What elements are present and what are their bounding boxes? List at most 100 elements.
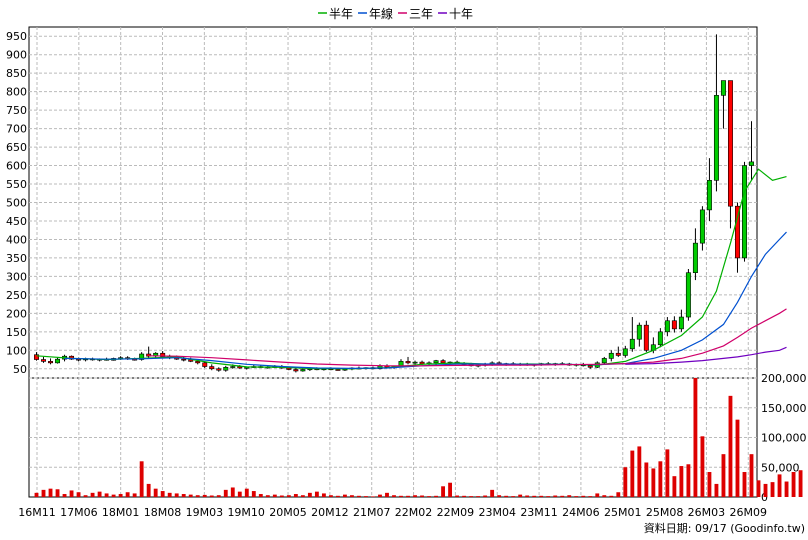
volume-bar xyxy=(174,493,179,497)
volume-tick-label: 0 xyxy=(761,491,768,504)
candlestick xyxy=(48,358,53,365)
volume-bar xyxy=(665,449,670,497)
price-tick-label: 100 xyxy=(6,344,27,357)
volume-bar xyxy=(34,492,39,497)
volume-bar xyxy=(462,495,467,497)
candlestick xyxy=(69,355,75,360)
volume-bar xyxy=(357,495,361,497)
volume-bar xyxy=(139,461,144,497)
ma-line-半年 xyxy=(36,168,787,370)
candlestick xyxy=(216,367,222,372)
candlestick xyxy=(615,346,621,357)
volume-bar xyxy=(364,496,368,497)
legend-item: 年線 xyxy=(358,6,393,21)
candlestick xyxy=(412,360,418,366)
x-tick-label: 18M01 xyxy=(102,506,140,519)
price-tick-label: 350 xyxy=(6,252,27,265)
price-tick-label: 500 xyxy=(6,197,27,210)
volume-bar xyxy=(679,466,684,497)
volume-bar xyxy=(763,483,768,497)
volume-bar xyxy=(181,494,186,497)
volume-bar xyxy=(742,472,747,497)
volume-bar xyxy=(279,495,284,497)
volume-bar xyxy=(97,491,102,497)
footer-date: 資料日期: 09/17 (Goodinfo.tw) xyxy=(644,521,805,535)
volume-bar xyxy=(399,495,403,497)
volume-bar xyxy=(658,461,663,497)
candlestick xyxy=(636,322,642,347)
volume-bar xyxy=(777,474,782,497)
x-tick-label: 20M05 xyxy=(269,506,307,519)
price-tick-label: 550 xyxy=(6,178,27,191)
volume-bar xyxy=(581,495,586,497)
volume-bar xyxy=(791,472,796,497)
price-tick-label: 650 xyxy=(6,141,27,154)
volume-tick-label: 100,000 xyxy=(761,432,807,445)
volume-bar xyxy=(497,495,502,497)
legend-label: 三年 xyxy=(409,7,433,21)
volume-bar xyxy=(532,495,537,497)
volume-bar xyxy=(90,492,95,497)
volume-bar xyxy=(300,495,305,497)
volume-bar xyxy=(700,436,705,497)
candlestick xyxy=(749,121,754,181)
volume-bar xyxy=(167,492,172,497)
volume-bar xyxy=(749,454,754,497)
x-tick-label: 19M10 xyxy=(227,506,265,519)
volume-bar xyxy=(707,472,712,497)
x-tick-label: 23M04 xyxy=(478,506,516,519)
grid xyxy=(29,27,757,497)
volume-bar xyxy=(378,494,382,497)
volume-bar xyxy=(335,495,340,497)
price-tick-label: 250 xyxy=(6,289,27,302)
volume-bar xyxy=(427,496,431,497)
volume-bar xyxy=(132,493,137,497)
volume-bar xyxy=(714,483,719,497)
price-tick-label: 50 xyxy=(13,363,27,376)
volume-bar xyxy=(286,495,291,497)
volume-bar xyxy=(307,492,312,497)
x-tick-label: 23M11 xyxy=(520,506,558,519)
x-tick-label: 19M03 xyxy=(186,506,224,519)
volume-bar xyxy=(104,493,109,497)
candlestick xyxy=(146,346,152,358)
volume-bar xyxy=(504,495,509,497)
ma-line-三年 xyxy=(148,308,787,367)
price-tick-label: 700 xyxy=(6,123,27,136)
volume-bars xyxy=(34,378,803,497)
price-tick-label: 150 xyxy=(6,326,27,339)
volume-tick-label: 50,000 xyxy=(761,461,800,474)
volume-bar xyxy=(644,462,649,497)
volume-bar xyxy=(251,491,256,497)
volume-bar xyxy=(48,488,53,497)
volume-bar xyxy=(223,489,228,497)
volume-bar xyxy=(476,496,481,497)
volume-bar xyxy=(469,496,474,497)
x-axis: 16M11 17M06 18M01 18M08 19M03 19M10 20M05 20M12… xyxy=(18,506,767,519)
volume-bar xyxy=(609,495,614,497)
volume-bar xyxy=(637,446,642,497)
volume-bar xyxy=(160,491,165,497)
volume-bar xyxy=(76,492,81,497)
volume-bar xyxy=(343,494,347,497)
ma-line-十年 xyxy=(625,346,787,365)
volume-bar xyxy=(518,494,523,497)
volume-bar xyxy=(553,495,558,497)
volume-bar xyxy=(756,480,761,497)
volume-bar xyxy=(146,483,151,497)
x-tick-label: 17M06 xyxy=(60,506,98,519)
candlestick xyxy=(608,350,614,362)
candlestick xyxy=(742,161,747,262)
candlestick xyxy=(664,317,670,337)
candlestick xyxy=(713,34,719,192)
candlesticks xyxy=(34,34,754,373)
volume-bar xyxy=(125,492,130,497)
candlestick xyxy=(720,80,726,129)
x-tick-label: 21M07 xyxy=(353,506,391,519)
x-tick-label: 26M03 xyxy=(688,506,726,519)
volume-bar xyxy=(693,378,698,497)
price-tick-label: 200 xyxy=(6,307,27,320)
x-tick-label: 22M02 xyxy=(395,506,433,519)
volume-bar xyxy=(188,494,193,497)
